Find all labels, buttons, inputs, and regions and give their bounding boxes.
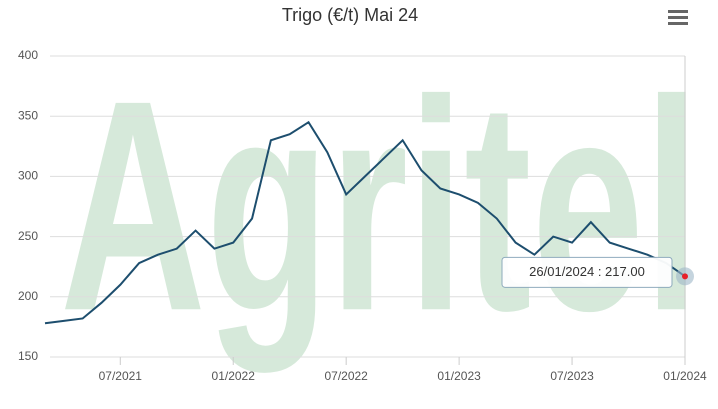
x-tick-label: 01/2022 [212,369,256,383]
y-tick-label: 350 [18,108,38,122]
x-tick-label: 07/2021 [99,369,143,383]
x-tick-label: 07/2023 [550,369,594,383]
chart-title: Trigo (€/t) Mai 24 [282,5,418,25]
y-tick-label: 250 [18,229,38,243]
menu-bar[interactable] [668,10,688,13]
x-tick-label: 07/2022 [324,369,368,383]
x-tick-label: 01/2024 [663,369,707,383]
y-tick-label: 300 [18,169,38,183]
y-tick-label: 200 [18,289,38,303]
menu-bar[interactable] [668,22,688,25]
tooltip-text: 26/01/2024 : 217.00 [529,264,645,279]
tooltip-box [501,256,673,288]
watermark: Agritel [60,37,700,375]
hover-point [682,273,688,280]
data-line [44,120,686,325]
x-tick-label: 01/2023 [437,369,481,383]
menu-icon[interactable] [668,10,688,25]
y-tick-label: 400 [18,48,38,62]
menu-bar[interactable] [668,16,688,19]
y-tick-label: 150 [18,349,38,363]
